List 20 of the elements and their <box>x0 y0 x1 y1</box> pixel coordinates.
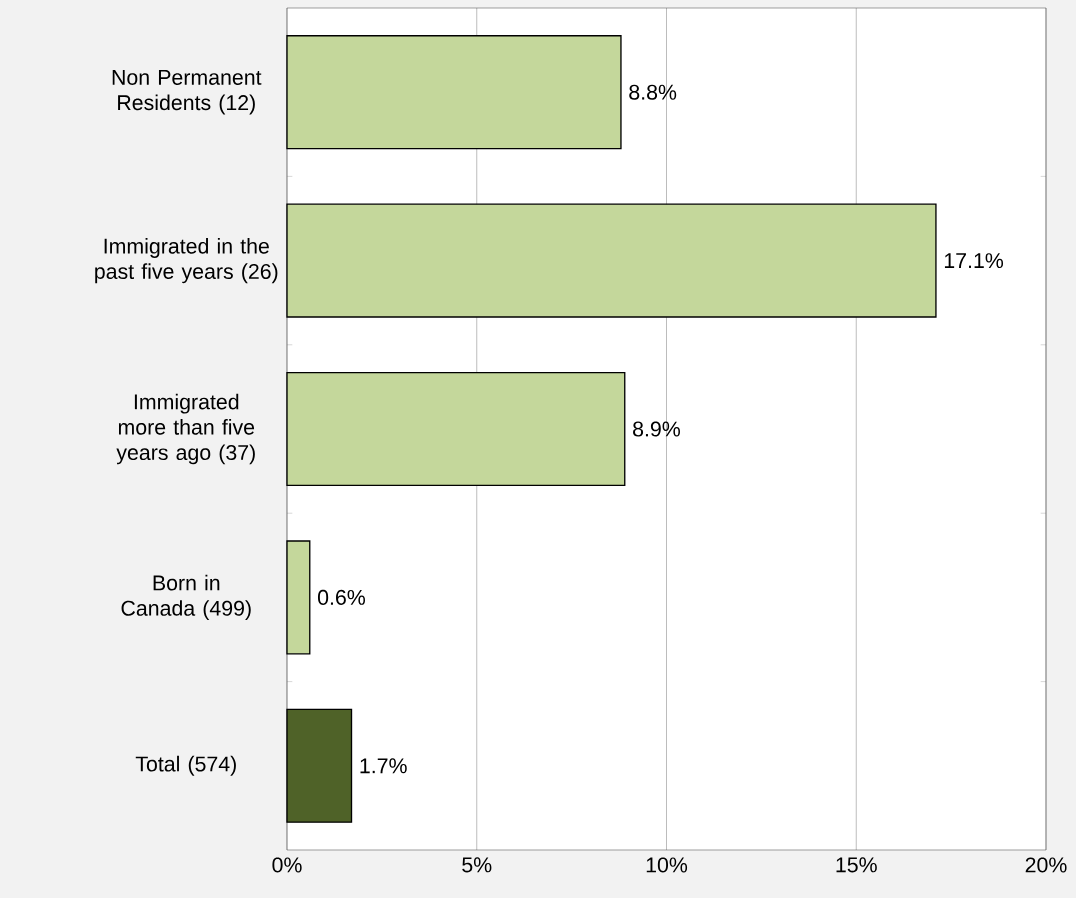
y-tick-label: Total (574) <box>135 755 236 776</box>
x-tick-label: 0% <box>272 857 302 873</box>
y-tick-label: Born in Canada (499) <box>121 574 251 620</box>
data-label: 8.8% <box>629 84 677 100</box>
data-label: 0.6% <box>317 589 366 605</box>
y-tick-label: Immigrated in the past five years (26) <box>95 238 278 284</box>
bar <box>286 708 353 823</box>
y-tick-label: Immigrated more than five years ago (37) <box>116 393 255 465</box>
bar <box>286 371 626 487</box>
bar <box>286 35 622 150</box>
x-tick-label: 15% <box>836 857 877 873</box>
x-tick-label: 5% <box>462 857 492 873</box>
x-tick-label: 10% <box>646 857 688 873</box>
x-tick-label: 20% <box>1025 857 1067 873</box>
y-tick-label: Non Permanent Residents (12) <box>112 69 262 115</box>
data-label: 8.9% <box>633 421 680 437</box>
data-label: 1.7% <box>360 758 407 774</box>
bar <box>286 203 937 318</box>
data-label: 17.1% <box>944 253 1004 269</box>
bar <box>286 540 311 655</box>
